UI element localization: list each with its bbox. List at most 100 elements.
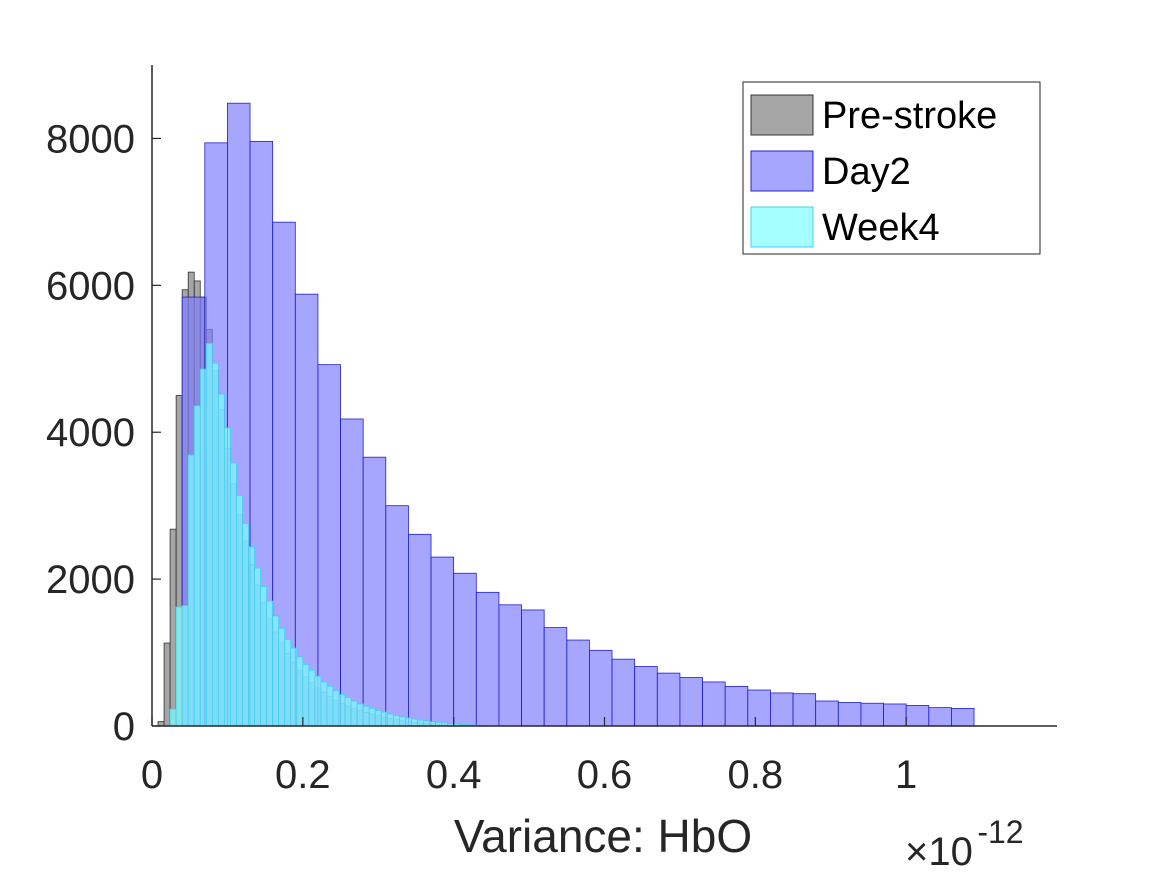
- bar-week4: [284, 638, 292, 727]
- bar-week4: [302, 663, 310, 727]
- x-tick-label: 0.8: [728, 753, 784, 797]
- bar-day2: [883, 703, 907, 727]
- x-tick-label: 0: [141, 753, 163, 797]
- bar-week4: [199, 368, 207, 727]
- y-tick-label: 6000: [46, 264, 135, 308]
- bar-day2: [566, 639, 590, 727]
- bar-week4: [411, 718, 418, 727]
- x-tick-label: 0.4: [426, 753, 482, 797]
- bar-day2: [385, 505, 409, 727]
- x-exponent-base: ×10: [905, 830, 973, 874]
- legend-items: Pre-stroke Day2 Week4: [750, 94, 997, 249]
- bar-day2: [951, 707, 975, 727]
- ticks-layer: 0 0.2 0.4 0.6 0.8 1 0 2000 4000 6000 8000: [46, 117, 917, 797]
- y-tick-label: 4000: [46, 411, 135, 455]
- bar-pre-stroke: [169, 528, 177, 727]
- bar-week4: [392, 714, 400, 727]
- bar-day2: [702, 681, 726, 727]
- legend-swatch: [750, 94, 814, 136]
- x-exponent-power: -12: [977, 814, 1023, 850]
- bar-week4: [254, 567, 261, 727]
- bar-day2: [498, 604, 522, 727]
- bar-day2: [317, 364, 341, 727]
- bar-day2: [611, 658, 636, 727]
- legend-swatch: [750, 150, 814, 192]
- bar-day2: [362, 456, 387, 727]
- x-tick-label: 1: [895, 753, 917, 797]
- bar-week4: [338, 694, 346, 727]
- bar-week4: [320, 681, 328, 727]
- bar-week4: [211, 362, 219, 727]
- bar-week4: [230, 462, 237, 727]
- legend: Pre-stroke Day2 Week4: [742, 81, 1041, 255]
- bar-day2: [679, 677, 703, 727]
- bar-day2: [860, 702, 884, 727]
- bar-week4: [223, 427, 231, 727]
- x-tick-label: 0.2: [275, 753, 331, 797]
- bar-day2: [634, 666, 658, 727]
- bar-week4: [423, 720, 430, 727]
- bar-day2: [792, 693, 817, 727]
- y-tick-label: 8000: [46, 117, 135, 161]
- bar-pre-stroke: [163, 642, 171, 727]
- bar-week4: [356, 703, 364, 727]
- bar-day2: [747, 689, 771, 727]
- bar-day2: [340, 418, 364, 727]
- bar-week4: [242, 522, 249, 727]
- bar-week4: [417, 719, 424, 727]
- bar-week4: [350, 700, 358, 727]
- bar-week4: [278, 627, 286, 727]
- bar-day2: [430, 556, 455, 727]
- bar-day2: [475, 591, 500, 727]
- bar-week4: [266, 600, 274, 727]
- bar-week4: [217, 393, 225, 727]
- bar-week4: [175, 606, 183, 727]
- bar-week4: [290, 647, 298, 727]
- x-tick-label: 0.6: [577, 753, 633, 797]
- y-tick-label: 2000: [46, 558, 135, 602]
- bar-day2: [656, 672, 681, 727]
- x-axis-exponent: ×10 -12: [905, 814, 1024, 874]
- bar-week4: [187, 454, 195, 727]
- bar-day2: [589, 649, 613, 727]
- bar-day2: [905, 705, 930, 727]
- legend-label: Pre-stroke: [822, 95, 997, 137]
- bar-week4: [362, 705, 370, 727]
- bar-week4: [368, 707, 376, 727]
- bar-week4: [398, 716, 406, 727]
- bar-day2: [770, 692, 794, 727]
- bar-week4: [326, 685, 334, 727]
- legend-label: Week4: [822, 207, 940, 249]
- bar-week4: [236, 494, 243, 727]
- bar-week4: [332, 690, 340, 727]
- bar-day2: [724, 685, 749, 727]
- legend-swatch: [750, 206, 814, 248]
- bar-day2: [543, 627, 568, 727]
- bar-week4: [272, 615, 280, 727]
- bar-week4: [386, 713, 394, 727]
- bar-day2: [815, 700, 839, 727]
- bar-week4: [308, 669, 316, 727]
- y-tick-label: 0: [113, 705, 135, 749]
- x-axis-label: Variance: HbO: [454, 810, 752, 862]
- bar-week4: [193, 405, 201, 727]
- bars-layer: [157, 102, 975, 727]
- bar-day2: [521, 609, 545, 727]
- bar-day2: [408, 533, 432, 727]
- bar-week4: [374, 710, 382, 727]
- bar-week4: [205, 342, 213, 727]
- bar-week4: [181, 605, 189, 727]
- bar-week4: [404, 717, 412, 727]
- bar-week4: [296, 656, 304, 727]
- bar-week4: [248, 546, 255, 727]
- bar-week4: [344, 696, 352, 727]
- bar-week4: [314, 675, 322, 727]
- bar-week4: [380, 711, 388, 727]
- bar-week4: [260, 586, 268, 727]
- bar-week4: [169, 708, 177, 727]
- bar-day2: [928, 707, 952, 727]
- bar-day2: [837, 702, 862, 727]
- bar-day2: [453, 572, 477, 727]
- legend-label: Day2: [822, 151, 911, 193]
